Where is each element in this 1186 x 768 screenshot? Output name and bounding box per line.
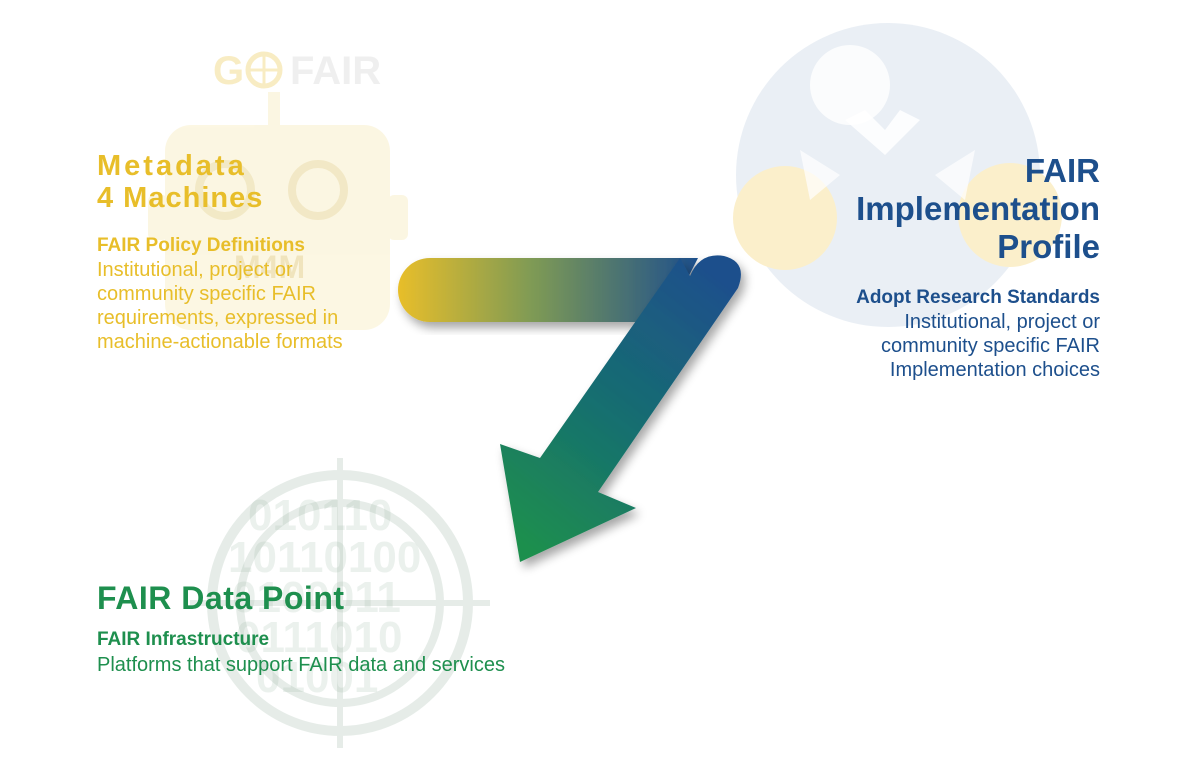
gradient-connector-bar xyxy=(398,258,698,322)
binary-digits: 010110 10110100 0100011 0111010 01001 xyxy=(228,491,421,702)
m4m-section: Metadata 4 Machines FAIR Policy Definiti… xyxy=(97,150,437,354)
go-fair-logo: G FAIR xyxy=(213,49,381,93)
logo-g-letter: G xyxy=(213,49,244,93)
binary-row: 10110100 xyxy=(228,533,421,582)
fip-title-line1: FAIR xyxy=(1024,152,1100,189)
fip-description: Institutional, project or community spec… xyxy=(740,310,1100,382)
globe-icon xyxy=(245,51,283,89)
fip-title-line3: Profile xyxy=(997,228,1100,265)
robot-eyes-icon xyxy=(195,160,348,220)
fdp-subtitle: FAIR Infrastructure xyxy=(97,629,270,650)
fip-title-line2: Implementation xyxy=(856,190,1100,227)
m4m-description-line: requirements, expressed in xyxy=(97,307,339,329)
fip-subtitle: Adopt Research Standards xyxy=(856,287,1100,308)
fip-description-line: Implementation choices xyxy=(889,359,1100,381)
binary-row: 0111010 xyxy=(236,613,402,662)
fip-description-line: community specific FAIR xyxy=(881,335,1100,357)
curved-arrow xyxy=(500,255,741,562)
m4m-description-line: machine-actionable formats xyxy=(97,331,343,353)
fip-description-line: Institutional, project or xyxy=(904,311,1100,333)
target-icon xyxy=(190,458,490,748)
binary-row: 0100011 xyxy=(232,573,401,622)
binary-row: 01001 xyxy=(256,653,378,702)
network-icon xyxy=(733,23,1062,327)
m4m-title-line2: 4 Machines xyxy=(97,182,264,214)
m4m-description-line: Institutional, project or xyxy=(97,259,293,281)
fdp-description: Platforms that support FAIR data and ser… xyxy=(97,654,505,676)
fdp-title: FAIR Data Point xyxy=(97,580,345,616)
fdp-section: FAIR Data Point FAIR Infrastructure Plat… xyxy=(97,580,697,678)
m4m-badge: M4M xyxy=(234,249,305,285)
m4m-title-line1: Metadata xyxy=(97,150,247,182)
logo-fair-letters: FAIR xyxy=(290,49,381,93)
m4m-subtitle: FAIR Policy Definitions xyxy=(97,235,305,256)
robot-icon xyxy=(148,92,408,330)
binary-row: 010110 xyxy=(248,491,392,540)
m4m-description-line: community specific FAIR xyxy=(97,283,316,305)
fip-section: FAIR Implementation Profile Adopt Resear… xyxy=(740,152,1100,382)
m4m-description: Institutional, project or community spec… xyxy=(97,258,437,354)
